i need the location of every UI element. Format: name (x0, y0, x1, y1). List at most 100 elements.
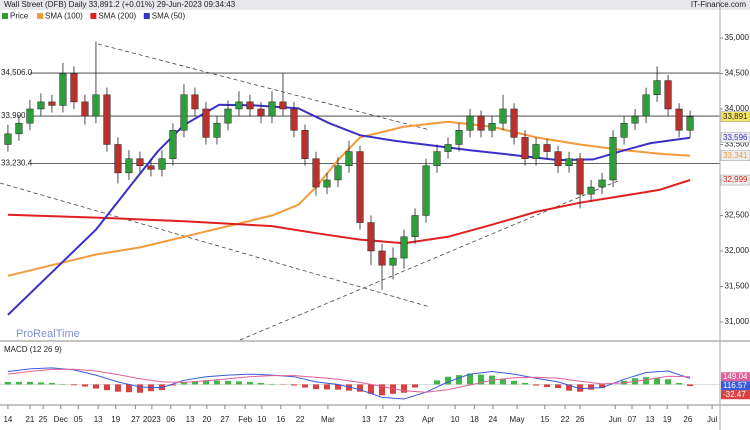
macd-bar (577, 384, 584, 392)
candle-body (565, 158, 573, 167)
x-tick-label: Mar (321, 415, 335, 424)
candle-body (202, 108, 210, 138)
level-label-bg (0, 158, 30, 169)
candle-body (59, 73, 67, 106)
x-tick-label: 22 (296, 415, 305, 424)
macd-bar (246, 381, 254, 385)
candle-body (37, 101, 45, 110)
macd-bar (544, 384, 551, 388)
y-tick-label: 34,500 (725, 69, 750, 78)
x-tick-label: 27 (131, 415, 140, 424)
macd-bar (566, 384, 573, 391)
x-tick-label: 26 (576, 415, 585, 424)
end-label-bg (720, 132, 750, 143)
macd-bar (466, 373, 474, 385)
level-label: 34,506.0 (1, 68, 33, 77)
candle-body (136, 158, 144, 167)
candle-body (323, 179, 331, 188)
candle-body (191, 94, 199, 110)
y-tick-label: 31,000 (725, 317, 750, 326)
macd-bar (81, 384, 88, 387)
macd-bar (312, 384, 320, 390)
macd-label-bg (721, 390, 750, 400)
candle-body (224, 108, 232, 124)
macd-bar (400, 384, 408, 393)
macd-bar (687, 384, 694, 387)
candle-body (92, 94, 100, 117)
candle-body (510, 108, 518, 138)
x-tick-label: 13 (186, 415, 195, 424)
trendline (0, 182, 431, 308)
macd-line (7, 368, 691, 393)
candle-body (125, 158, 133, 174)
candle-body (642, 94, 650, 117)
candle-body (664, 80, 672, 110)
candle-body (70, 73, 78, 103)
x-tick-label: 21 (25, 415, 34, 424)
macd-bar (588, 384, 595, 390)
end-label: 33,596 (723, 133, 748, 142)
x-tick-label: Jul (707, 415, 717, 424)
candle-body (499, 108, 507, 124)
x-tick-label: 19 (663, 415, 672, 424)
watermark: ProRealTime (16, 328, 80, 340)
candle-body (268, 101, 276, 117)
candle-body (422, 165, 430, 216)
candle-body (477, 115, 485, 131)
candle-body (312, 158, 320, 188)
sma-line (7, 103, 691, 316)
macd-bar (213, 380, 220, 385)
candle-body (103, 94, 111, 145)
candle-body (169, 130, 177, 159)
source: IT-Finance.com (691, 0, 746, 9)
candle-body (345, 151, 353, 167)
macd-bar (522, 382, 529, 385)
candle-body (587, 186, 595, 195)
macd-bar (356, 384, 364, 392)
x-tick-label: 20 (202, 415, 211, 424)
macd-bar (676, 382, 683, 385)
candle-body (686, 116, 694, 131)
macd-bar (334, 384, 342, 390)
legend-label: SMA (50) (152, 12, 186, 21)
macd-bar (202, 380, 209, 385)
legend-swatch (37, 13, 43, 19)
x-tick-label: 10 (257, 415, 266, 424)
candle-body (81, 101, 89, 117)
macd-bar (323, 384, 331, 390)
level-label-bg (0, 68, 30, 79)
candle-body (620, 122, 628, 138)
macd-bar (92, 384, 99, 389)
macd-bar (169, 384, 176, 386)
macd-bar (654, 378, 661, 385)
macd-line (7, 367, 691, 400)
candle-body (301, 130, 309, 159)
x-tick-label: Apr (422, 415, 435, 424)
x-tick-label: 2023 (143, 415, 161, 424)
end-label-bg (720, 174, 750, 186)
y-tick-label: 32,500 (725, 211, 750, 220)
macd-bar (599, 384, 606, 389)
candle-body (213, 122, 221, 138)
candle-body (158, 158, 166, 170)
x-tick-label: Dec (54, 415, 68, 424)
x-tick-label: 13 (362, 415, 371, 424)
candle-body (521, 137, 529, 159)
macd-bar (4, 381, 11, 385)
macd-bar (478, 374, 485, 385)
macd-title: MACD (12 26 9) (4, 345, 62, 354)
x-tick-label: Feb (238, 415, 252, 424)
macd-bar (180, 382, 187, 385)
macd-bar (511, 380, 518, 385)
macd-bar (114, 384, 121, 392)
candle-body (367, 222, 375, 252)
y-tick-label: 32,000 (725, 246, 750, 255)
y-tick-label: 35,000 (725, 33, 750, 42)
macd-bar (257, 382, 265, 385)
macd-bar (37, 382, 44, 385)
x-tick-label: 26 (683, 415, 692, 424)
macd-bar (455, 375, 463, 385)
x-tick-label: 05 (74, 415, 83, 424)
macd-bar (533, 384, 540, 386)
